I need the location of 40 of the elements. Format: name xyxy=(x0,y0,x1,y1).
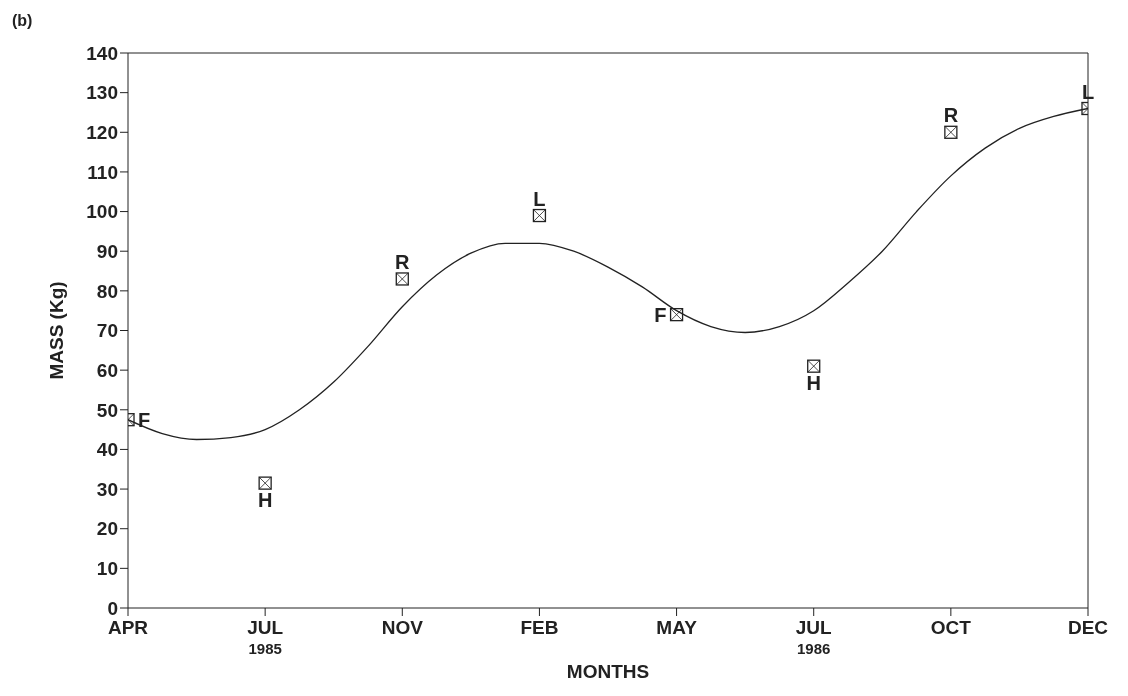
x-tick-label: DEC xyxy=(1067,617,1109,638)
x-tick-label: MAY xyxy=(656,617,698,638)
x-tick-label: NOV xyxy=(381,617,424,638)
annotation: R xyxy=(943,104,959,127)
annotation: R xyxy=(395,250,411,273)
point xyxy=(532,208,547,223)
x-tick-label: OCT xyxy=(930,617,972,638)
annotation: H xyxy=(806,372,821,395)
x-axis-title: MONTHS xyxy=(566,661,650,682)
y-tick-label: 20 xyxy=(96,518,118,540)
y-tick-label: 120 xyxy=(86,122,118,144)
x-tick-label: JUL 1986 xyxy=(795,617,833,657)
y-tick-label: 60 xyxy=(96,359,118,381)
y-tick-label: 0 xyxy=(107,597,118,619)
y-tick-label: 130 xyxy=(86,82,118,104)
y-tick-label: 70 xyxy=(96,320,118,342)
annotation: L xyxy=(1081,80,1095,103)
y-tick-label: 90 xyxy=(96,240,118,262)
y-tick-label: 100 xyxy=(86,201,118,223)
y-tick-label: 40 xyxy=(96,439,118,461)
x-tick-label: JUL 1985 xyxy=(247,617,284,657)
y-tick-label: 110 xyxy=(87,161,118,183)
y-tick-label: 30 xyxy=(96,478,118,500)
x-tick-label: FEB xyxy=(520,617,559,638)
y-tick-label: 10 xyxy=(96,558,118,580)
point xyxy=(807,359,821,373)
annotation: H xyxy=(257,489,273,512)
point xyxy=(258,476,272,490)
x-tick-label: APR xyxy=(107,617,149,638)
chart-title: (b) xyxy=(12,12,33,30)
annotation: F xyxy=(138,408,151,431)
point xyxy=(395,272,409,286)
y-tick-label: 50 xyxy=(96,399,118,421)
point xyxy=(944,125,958,139)
y-tick-label: 80 xyxy=(96,280,118,302)
y-tick-label: 140 xyxy=(86,42,118,64)
point xyxy=(669,307,684,322)
annotation: L xyxy=(533,187,546,210)
y-axis-title: MASS (Kg) xyxy=(45,281,67,380)
annotation: F xyxy=(654,303,667,326)
